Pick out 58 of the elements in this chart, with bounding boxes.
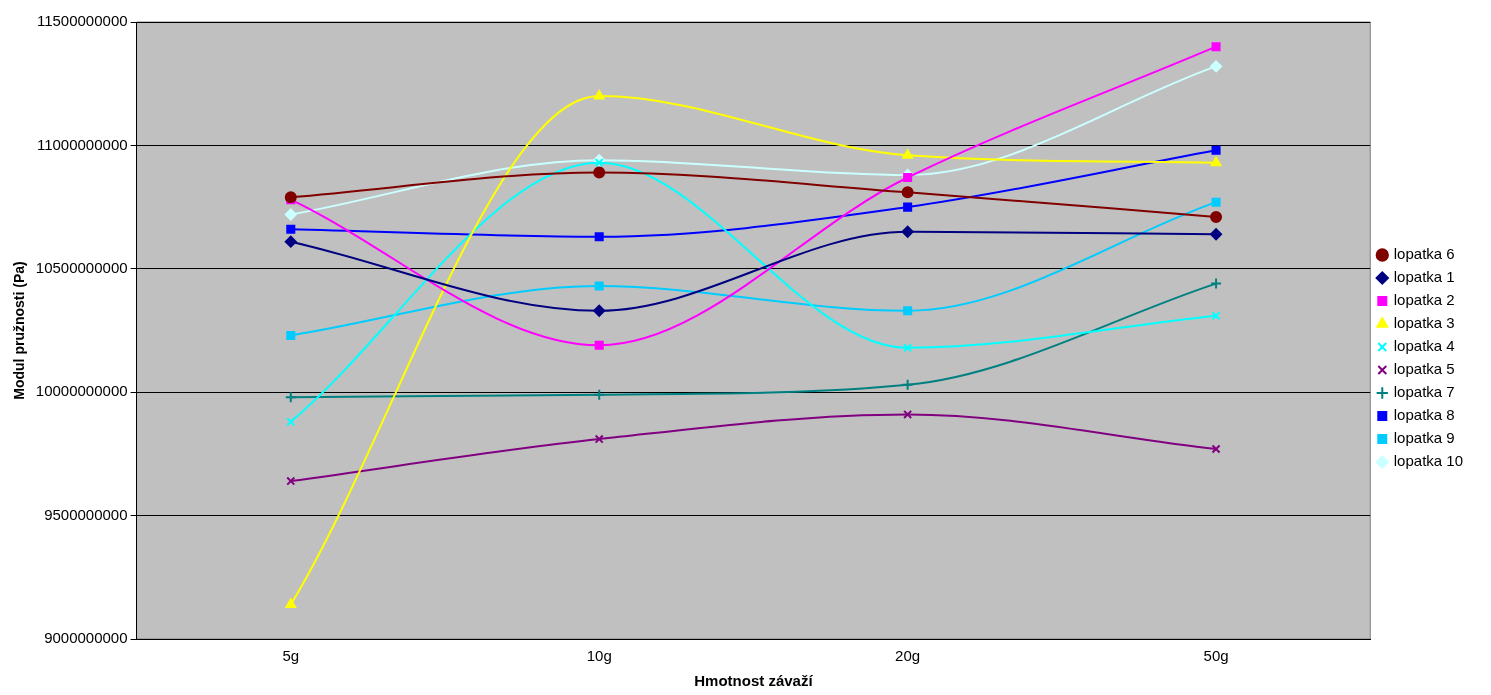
point bbox=[284, 391, 297, 404]
y-axis-title: Modul pružnosti (Pa) bbox=[11, 261, 28, 400]
point bbox=[593, 90, 605, 100]
y-tick-label: 10500000000 bbox=[35, 258, 128, 276]
y-tick-label: 10000000000 bbox=[35, 382, 128, 400]
point bbox=[903, 202, 913, 212]
point bbox=[902, 149, 913, 159]
y-tick-label: 11500000000 bbox=[36, 12, 128, 30]
point bbox=[1210, 60, 1223, 73]
point bbox=[593, 388, 606, 401]
point bbox=[284, 235, 297, 248]
legend-label: lopatka 2 bbox=[1393, 291, 1455, 309]
point bbox=[1211, 145, 1221, 155]
point bbox=[903, 306, 913, 316]
point bbox=[903, 409, 913, 419]
x-tick-label: 5g bbox=[282, 647, 300, 665]
point bbox=[286, 476, 296, 486]
legend-label: lopatka 6 bbox=[1393, 245, 1455, 263]
x-tick-label: 10g bbox=[586, 647, 612, 665]
point bbox=[594, 158, 604, 168]
point bbox=[901, 225, 914, 238]
point bbox=[286, 330, 296, 340]
point bbox=[594, 232, 604, 242]
point bbox=[901, 186, 914, 199]
legend-label: lopatka 7 bbox=[1393, 383, 1455, 401]
point bbox=[1210, 228, 1223, 241]
point bbox=[284, 208, 297, 221]
point bbox=[594, 340, 604, 350]
point bbox=[594, 434, 604, 444]
x-tick-label: 50g bbox=[1203, 647, 1229, 665]
legend-label: lopatka 1 bbox=[1393, 268, 1455, 286]
legend-label: lopatka 5 bbox=[1393, 360, 1455, 378]
point bbox=[1211, 311, 1221, 321]
point bbox=[1210, 277, 1223, 290]
y-tick-label: 9500000000 bbox=[44, 505, 128, 523]
legend-label: lopatka 3 bbox=[1393, 314, 1455, 332]
x-axis-title: Hmotnost závaží bbox=[694, 672, 814, 690]
point bbox=[1210, 156, 1222, 167]
point bbox=[1211, 197, 1221, 207]
point bbox=[286, 224, 296, 234]
point bbox=[593, 166, 606, 179]
point bbox=[593, 304, 606, 317]
point bbox=[285, 598, 297, 608]
point bbox=[286, 417, 296, 427]
point bbox=[1211, 42, 1221, 52]
point bbox=[1210, 210, 1223, 223]
legend-label: lopatka 4 bbox=[1393, 337, 1455, 355]
x-tick-label: 20g bbox=[895, 647, 921, 665]
y-tick-label: 9000000000 bbox=[44, 629, 128, 647]
legend-label: lopatka 8 bbox=[1393, 406, 1455, 424]
legend-label: lopatka 9 bbox=[1393, 429, 1455, 447]
point bbox=[284, 191, 297, 204]
point bbox=[1211, 444, 1221, 454]
point bbox=[901, 378, 914, 391]
legend-label: lopatka 10 bbox=[1393, 452, 1464, 470]
y-tick-label: 11000000000 bbox=[36, 135, 128, 153]
point bbox=[594, 281, 604, 291]
point bbox=[903, 343, 913, 353]
